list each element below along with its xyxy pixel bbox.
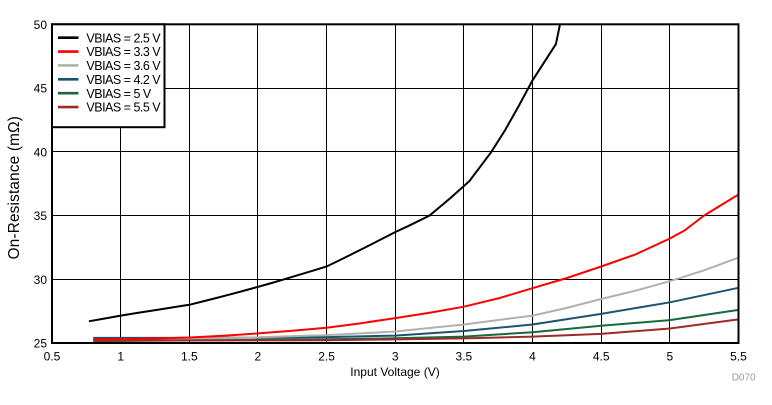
svg-text:1.5: 1.5 (181, 350, 198, 364)
svg-text:30: 30 (34, 273, 48, 287)
svg-text:VBIAS = 3.3 V: VBIAS = 3.3 V (86, 45, 161, 59)
svg-text:3: 3 (392, 350, 399, 364)
svg-text:VBIAS = 3.6 V: VBIAS = 3.6 V (86, 59, 161, 73)
svg-text:On-Resistance (mΩ): On-Resistance (mΩ) (6, 116, 23, 259)
svg-text:VBIAS = 2.5 V: VBIAS = 2.5 V (86, 31, 161, 45)
svg-text:0.5: 0.5 (44, 350, 61, 364)
svg-text:35: 35 (34, 209, 48, 223)
svg-text:4: 4 (529, 350, 536, 364)
svg-text:2: 2 (255, 350, 262, 364)
svg-text:5: 5 (667, 350, 674, 364)
svg-text:D070: D070 (732, 373, 756, 384)
svg-text:VBIAS = 5 V: VBIAS = 5 V (86, 87, 151, 101)
svg-text:1: 1 (117, 350, 124, 364)
svg-text:45: 45 (34, 82, 48, 96)
svg-text:50: 50 (34, 18, 48, 32)
svg-text:Input Voltage (V): Input Voltage (V) (350, 365, 439, 379)
svg-text:VBIAS = 5.5 V: VBIAS = 5.5 V (86, 101, 161, 115)
svg-text:2.5: 2.5 (318, 350, 335, 364)
svg-text:5.5: 5.5 (730, 350, 747, 364)
svg-text:3.5: 3.5 (456, 350, 473, 364)
svg-text:40: 40 (34, 145, 48, 159)
svg-text:25: 25 (34, 337, 48, 351)
svg-text:4.5: 4.5 (593, 350, 610, 364)
svg-text:VBIAS = 4.2 V: VBIAS = 4.2 V (86, 73, 161, 87)
